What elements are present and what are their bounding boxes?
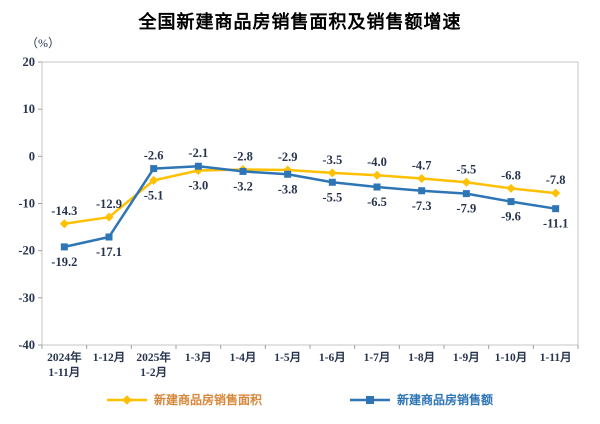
marker-square [462,190,470,198]
marker-square [194,162,202,170]
marker-square [328,178,336,186]
data-label: -2.8 [233,150,253,164]
marker-diamond [59,219,69,229]
marker-square [507,198,515,206]
legend-swatch-sales-area-icon [106,394,147,405]
data-label: -6.5 [367,195,387,209]
data-label: -12.9 [96,197,122,211]
data-label: -14.3 [51,204,77,218]
x-axis-tick-label: 1-4月 [230,351,257,364]
data-label: -7.8 [546,173,566,187]
data-label: -3.2 [233,179,253,193]
data-label: -11.1 [543,217,568,231]
x-axis-tick-label: 1-5月 [274,351,301,364]
marker-square [60,243,68,251]
marker-diamond [461,177,471,187]
chart-legend: 新建商品房销售面积 新建商品房销售额 [0,391,600,408]
marker-diamond [104,212,114,222]
marker-square [284,170,292,178]
marker-square [150,165,158,173]
marker-square [239,167,247,175]
data-label: -2.9 [278,150,298,164]
legend-swatch-sales-amount-icon [350,395,390,404]
y-axis-tick-label: -10 [18,197,35,211]
data-label: -3.5 [322,153,342,167]
data-label: -19.2 [51,255,77,269]
x-axis-tick-label: 1-6月 [319,351,346,364]
y-axis-tick-label: 20 [23,55,36,69]
marker-square [373,183,381,191]
legend-label-sales-amount: 新建商品房销售额 [397,393,494,407]
y-axis-unit-label: （%） [26,36,60,50]
marker-diamond [149,175,159,185]
data-label: -2.1 [188,146,208,160]
x-axis-tick-label: 1-12月 [93,351,126,364]
x-axis-tick-label: 1-8月 [408,351,435,364]
marker-square [105,233,113,241]
data-label: -5.1 [144,188,164,202]
series-line-sales-area [64,168,556,226]
legend-item-sales-amount: 新建商品房销售额 [350,391,493,408]
plot-border [41,61,579,346]
x-axis-tick-label: 1-2月 [140,366,167,379]
data-label: -2.6 [144,149,164,163]
marker-square [552,205,560,213]
data-label: -7.9 [456,202,476,216]
marker-diamond [506,183,516,193]
x-axis-tick-label: 1-10月 [495,351,528,364]
x-axis-tick-label: 1-9月 [453,351,480,364]
data-label: -5.5 [456,162,476,176]
x-axis-tick-label: 1-7月 [364,351,391,364]
data-label: -5.5 [322,190,342,204]
data-label: -3.8 [278,182,298,196]
marker-diamond [417,174,427,184]
data-label: -7.3 [412,199,432,213]
x-axis-tick-label: 2025年 [136,350,171,364]
x-axis-tick-label: 2024年 [47,350,82,364]
y-axis-tick-label: 10 [23,102,36,116]
y-axis-tick-label: 0 [29,149,35,163]
x-axis-tick-label: 1-3月 [185,351,212,364]
x-axis-tick-label: 1-11月 [540,351,572,364]
data-label: -4.7 [412,159,432,173]
marker-diamond [551,188,561,198]
legend-label-sales-area: 新建商品房销售面积 [153,393,262,407]
x-axis-tick-label: 1-11月 [48,366,80,379]
chart-title: 全国新建商品房销售面积及销售额增速 [138,12,462,32]
data-label: -6.8 [501,168,521,182]
y-axis-tick-label: -30 [18,291,35,305]
series-line-sales-amount [64,164,556,249]
data-label: -17.1 [96,245,122,259]
y-axis-tick-label: -20 [18,244,35,258]
legend-item-sales-area: 新建商品房销售面积 [106,391,262,408]
y-axis-tick-label: -40 [18,338,35,352]
data-label: -4.0 [367,155,387,169]
marker-square [418,187,426,195]
marker-diamond [327,168,337,178]
data-label: -3.0 [188,178,208,192]
marker-diamond [372,170,382,180]
data-label: -9.6 [501,210,521,224]
